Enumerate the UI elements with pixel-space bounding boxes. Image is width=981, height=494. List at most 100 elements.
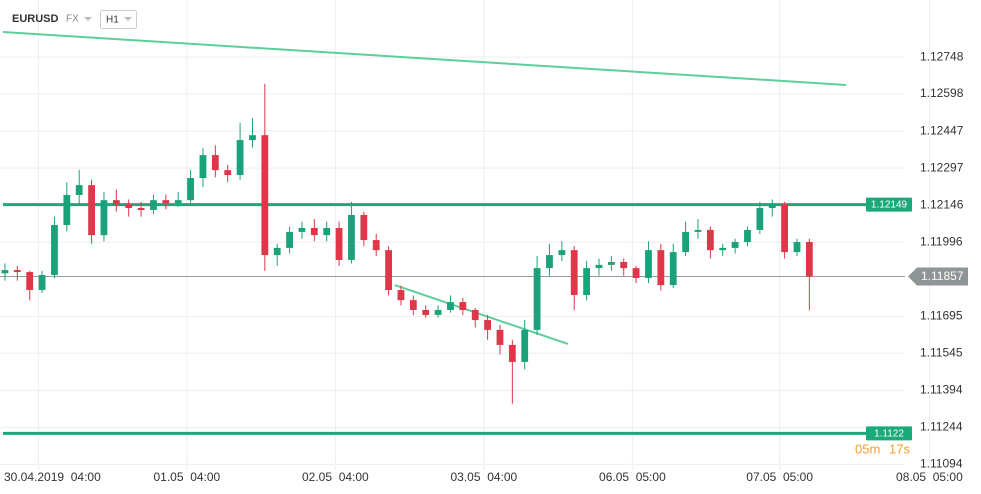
market[interactable]: FX <box>66 14 79 25</box>
timeframe-button[interactable] <box>100 10 137 29</box>
candle-body <box>51 225 58 276</box>
candle-body <box>533 268 541 330</box>
y-tick-label: 1.12748 <box>920 49 964 63</box>
candle-body <box>583 268 590 295</box>
candle-body <box>508 344 516 362</box>
candle-body <box>471 309 479 321</box>
candle-body <box>236 140 244 176</box>
candle-body <box>694 229 702 232</box>
candle-body <box>310 227 318 236</box>
candle-body <box>484 320 491 330</box>
x-tick-label: 08.05 05:00 <box>896 470 963 484</box>
labels: 1.12748 1.12598 1.12447 1.12297 1.12146 1.119… <box>4 49 964 484</box>
candle-body <box>731 242 739 248</box>
trend-line <box>2 31 847 86</box>
level-label: 1.1122 <box>874 428 904 439</box>
candle-body <box>150 200 157 211</box>
candle-body <box>756 208 764 230</box>
candle-body <box>434 309 442 315</box>
header: EURUSD FX H1 <box>12 10 137 29</box>
candle-body <box>224 170 232 176</box>
candle-body <box>125 204 133 209</box>
candle-body <box>26 272 34 291</box>
candle-body <box>657 250 665 286</box>
level-label-box <box>866 426 912 441</box>
y-tick-label: 1.11244 <box>920 420 963 434</box>
y-tick-label: 1.12447 <box>920 123 964 137</box>
candle-body <box>298 227 306 232</box>
candle-body <box>360 214 368 241</box>
marks: 1.12149 1.1122 1.11857 <box>0 31 968 441</box>
candle-body <box>422 309 430 315</box>
candle-body <box>211 155 219 171</box>
candle-body <box>273 247 281 256</box>
candle-body <box>261 135 269 256</box>
candle-body <box>397 290 405 301</box>
candle-body <box>744 229 751 243</box>
candle-body <box>162 200 170 204</box>
candle-body <box>174 200 182 204</box>
candle-body <box>805 242 813 277</box>
y-tick-label: 1.11996 <box>920 234 963 248</box>
candle-body <box>447 302 454 310</box>
candle-body <box>570 250 578 295</box>
level-label-box <box>866 197 912 212</box>
symbol: EURUSD <box>12 13 59 25</box>
y-tick-label: 1.12146 <box>920 198 964 212</box>
candle-body <box>385 250 392 291</box>
candle-body <box>595 264 603 269</box>
candle-body <box>112 200 120 205</box>
dropdown-arrow[interactable] <box>84 17 92 21</box>
candle-body <box>63 194 71 226</box>
candle-body <box>13 270 21 273</box>
candle-body <box>1 270 9 274</box>
candle-body <box>496 329 504 345</box>
candle-body <box>521 329 529 362</box>
current-price-label: 1.11857 <box>921 269 964 283</box>
y-tick-label: 1.11695 <box>920 309 963 323</box>
x-tick-label: 30.04.2019 04:00 <box>4 470 101 484</box>
y-tick-label: 1.12297 <box>920 160 964 174</box>
x-tick-label: 02.05 04:00 <box>302 470 369 484</box>
candle-body <box>459 302 467 310</box>
countdown-minutes: 05m <box>855 441 880 456</box>
y-tick-label: 1.11545 <box>920 345 963 359</box>
candle-body <box>100 200 108 236</box>
candle-body <box>546 255 553 269</box>
y-tick-label: 1.12598 <box>920 86 964 100</box>
trend-line <box>394 284 569 345</box>
candle-body <box>632 268 640 278</box>
candle-body <box>88 185 95 236</box>
candle-body <box>706 229 714 251</box>
candle-body <box>187 178 194 201</box>
candle-body <box>409 300 417 310</box>
candle-body <box>719 247 727 251</box>
candle-body <box>137 208 145 211</box>
candle-body <box>199 155 207 179</box>
level-label: 1.12149 <box>871 200 908 211</box>
candle-body <box>249 135 256 141</box>
x-tick-label: 06.05 05:00 <box>599 470 666 484</box>
candle-body <box>348 214 355 260</box>
candle-body <box>669 252 677 286</box>
candle-body <box>682 231 690 253</box>
candle-body <box>793 242 801 253</box>
candle-body <box>645 250 652 278</box>
y-tick-label: 1.11394 <box>920 383 963 397</box>
candle-body <box>768 204 776 209</box>
y-tick-label: 1.11094 <box>920 457 963 471</box>
candle-body <box>335 227 343 260</box>
x-tick-label: 03.05 04:00 <box>451 470 518 484</box>
candle-body <box>323 227 331 236</box>
dropdown-arrow[interactable] <box>124 17 132 21</box>
candle-body <box>607 261 615 265</box>
candle-body <box>372 240 380 251</box>
candle-body <box>620 261 628 269</box>
candle-body <box>38 275 46 291</box>
candle-body <box>75 185 83 195</box>
x-tick-label: 01.05 04:00 <box>154 470 221 484</box>
timeframe[interactable]: H1 <box>106 15 119 26</box>
candle-body <box>781 204 789 253</box>
